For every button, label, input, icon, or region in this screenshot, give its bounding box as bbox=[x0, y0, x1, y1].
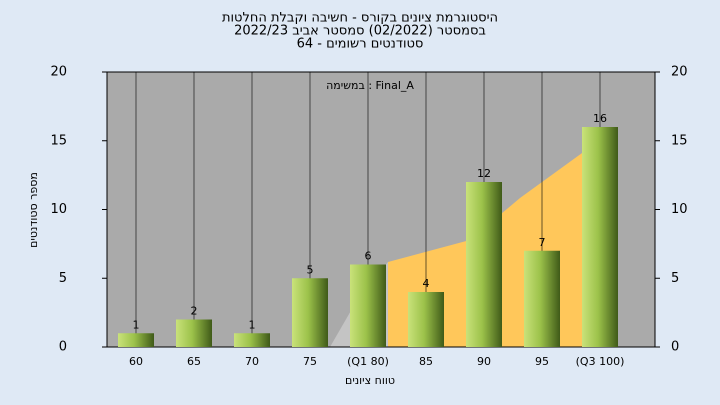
x-axis-label: טווח ציונים bbox=[345, 374, 395, 387]
value-label: 1 bbox=[133, 318, 140, 331]
value-label: 6 bbox=[365, 250, 372, 263]
x-tick-label: 90 bbox=[477, 355, 491, 368]
chart-subtitle: סטודנטים רשומים - 64 bbox=[297, 37, 424, 52]
y2-tick-label: 5 bbox=[671, 271, 679, 286]
bar bbox=[582, 127, 618, 347]
y2-tick-label: 15 bbox=[671, 133, 688, 148]
y2-tick-label: 20 bbox=[671, 65, 688, 80]
x-tick-label: 85 bbox=[419, 355, 433, 368]
bar bbox=[234, 333, 270, 347]
value-label: 7 bbox=[539, 236, 546, 249]
y-tick-label: 15 bbox=[50, 133, 67, 148]
x-tick-label: 60 bbox=[129, 355, 143, 368]
x-tick-label: 70 bbox=[245, 355, 259, 368]
y2-tick-label: 0 bbox=[671, 340, 679, 355]
x-tick-label: 75 bbox=[303, 355, 317, 368]
bar bbox=[118, 333, 154, 347]
bar bbox=[350, 264, 386, 347]
bar bbox=[408, 292, 444, 347]
x-tick-label: (Q3 100) bbox=[576, 355, 625, 368]
x-tick-label: 95 bbox=[535, 355, 549, 368]
y-tick-label: 10 bbox=[50, 202, 67, 217]
bar bbox=[524, 250, 560, 347]
value-label: 1 bbox=[249, 318, 256, 331]
chart-subtitle: בסמסטר (02/2022) סמסטר אביב 2022/23 bbox=[234, 24, 486, 39]
y-tick-label: 5 bbox=[59, 271, 67, 286]
bars bbox=[118, 127, 618, 347]
x-tick-label: (Q1 80) bbox=[347, 355, 389, 368]
value-label: 12 bbox=[477, 167, 491, 180]
value-label: 16 bbox=[593, 112, 607, 125]
y-axis-label: מספר סטודנטים bbox=[27, 172, 40, 248]
bar bbox=[292, 278, 328, 347]
chart-title: היסטוגרמת ציונים בקורס - חשיבה וקבלת החל… bbox=[222, 11, 498, 26]
y2-tick-label: 10 bbox=[671, 202, 688, 217]
bar bbox=[466, 182, 502, 347]
y-tick-label: 20 bbox=[50, 65, 67, 80]
y-tick-label: 0 bbox=[59, 340, 67, 355]
value-label: 4 bbox=[423, 277, 430, 290]
value-label: 5 bbox=[307, 263, 314, 276]
annotation: Final_A : במשימה bbox=[326, 79, 414, 92]
value-label: 2 bbox=[191, 305, 198, 318]
x-tick-label: 65 bbox=[187, 355, 201, 368]
bar bbox=[176, 319, 212, 347]
